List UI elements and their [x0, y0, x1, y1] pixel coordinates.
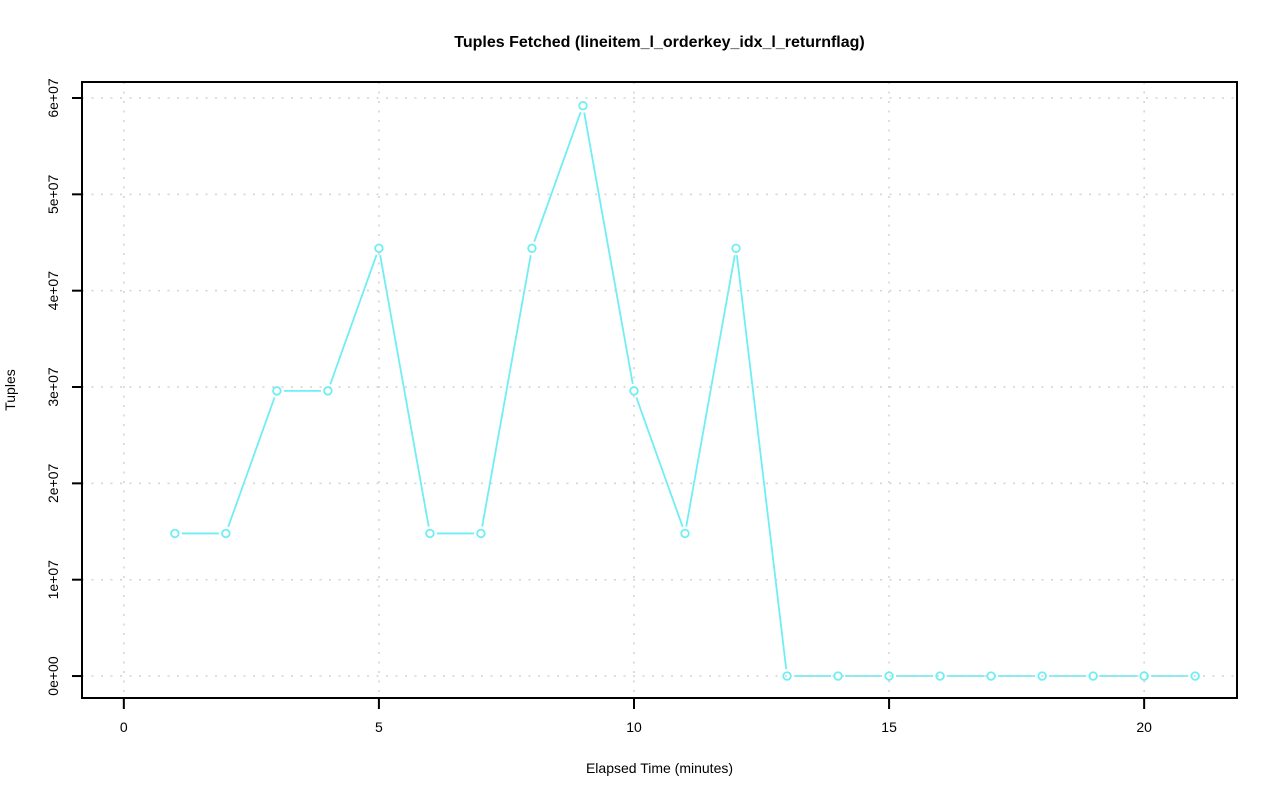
- y-tick-label: 5e+07: [45, 174, 61, 214]
- data-point-marker: [731, 243, 741, 253]
- y-tick-label: 0e+00: [45, 656, 61, 696]
- y-tick-label: 6e+07: [45, 78, 61, 118]
- series-line-segment: [583, 112, 634, 385]
- chart-title: Tuples Fetched (lineitem_l_orderkey_idx_…: [454, 34, 865, 51]
- series-line-segment: [329, 254, 378, 385]
- data-point-marker: [170, 528, 180, 539]
- series-line-segment: [735, 255, 788, 670]
- data-point-marker: [833, 671, 843, 681]
- data-point-marker: [476, 528, 486, 539]
- data-point-marker: [782, 671, 792, 681]
- data-point-marker: [935, 671, 945, 681]
- x-tick-label: 10: [626, 719, 642, 735]
- plot-border: [81, 81, 1238, 699]
- data-point-marker: [527, 243, 537, 253]
- data-point-marker: [323, 386, 333, 396]
- data-point-marker: [272, 386, 282, 396]
- x-tick-label: 20: [1136, 719, 1152, 735]
- series-line-segment: [685, 255, 736, 527]
- data-point-marker: [986, 671, 996, 681]
- series-line-segment: [533, 111, 582, 242]
- data-point-marker: [1088, 671, 1098, 681]
- series-line-segment: [635, 397, 684, 528]
- data-point-marker: [629, 386, 639, 396]
- x-tick-label: 5: [375, 719, 383, 735]
- y-tick-label: 2e+07: [45, 463, 61, 503]
- data-point-marker: [221, 528, 231, 539]
- data-point-marker: [578, 100, 588, 111]
- data-point-marker: [1139, 671, 1149, 681]
- series-line-segment: [481, 255, 532, 527]
- data-point-marker: [425, 528, 435, 539]
- series-line-segment: [379, 255, 430, 527]
- x-axis-title: Elapsed Time (minutes): [585, 760, 734, 776]
- data-point-marker: [884, 671, 894, 681]
- x-tick-label: 15: [881, 719, 897, 735]
- data-point-marker: [680, 528, 690, 539]
- y-tick-label: 4e+07: [45, 271, 61, 311]
- x-tick-label: 0: [120, 719, 128, 735]
- y-tick-label: 1e+07: [45, 560, 61, 600]
- data-point-marker: [374, 243, 384, 253]
- y-axis-title: Tuples: [2, 369, 18, 411]
- data-point-marker: [1037, 671, 1047, 681]
- data-point-marker: [1190, 671, 1200, 681]
- y-tick-label: 3e+07: [45, 367, 61, 407]
- series-line-segment: [227, 397, 276, 528]
